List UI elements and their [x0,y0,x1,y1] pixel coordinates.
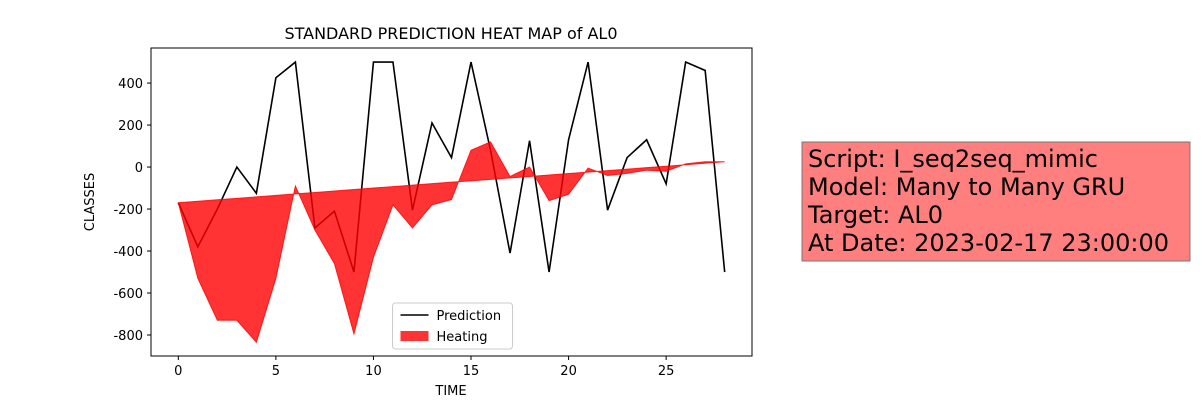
x-tick-label: 25 [658,364,675,379]
annotation-line: Target: AL0 [807,201,943,229]
annotation-line: At Date: 2023-02-17 23:00:00 [808,229,1169,257]
heating-area [177,141,725,344]
x-tick-label: 10 [365,364,382,379]
plot-frame [150,47,753,357]
y-tick-label: 0 [135,161,143,176]
annotation-box [801,141,1191,262]
y-tick-label: -800 [113,329,143,344]
y-axis-label: CLASSES [83,173,98,231]
y-tick-label: -200 [113,203,143,218]
x-tick-label: 5 [272,364,280,379]
legend-swatch [400,331,429,341]
y-tick-label: -600 [113,287,143,302]
x-tick-label: 0 [174,364,182,379]
y-tick-label: 400 [118,77,143,92]
prediction-line [177,60,726,273]
annotation-line: Model: Many to Many GRU [808,173,1125,201]
chart-title: STANDARD PREDICTION HEAT MAP of AL0 [284,24,617,43]
y-tick-label: 200 [118,119,143,134]
x-axis-label: TIME [434,384,466,399]
y-tick-label: -400 [113,245,143,260]
legend-label: Heating [437,330,488,345]
legend-label: Prediction [437,309,502,324]
x-tick-label: 15 [463,364,480,379]
annotation-line: Script: I_seq2seq_mimic [808,145,1098,173]
x-tick-label: 20 [560,364,577,379]
